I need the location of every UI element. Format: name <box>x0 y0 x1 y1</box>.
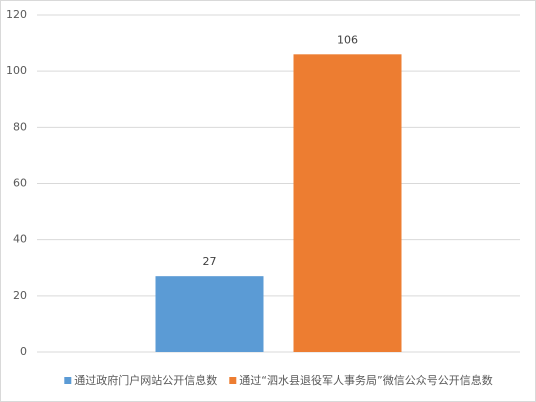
legend-label: 通过“泗水县退役军人事务局”微信公众号公开信息数 <box>239 373 492 387</box>
y-tick-label: 40 <box>13 233 27 246</box>
data-label: 106 <box>337 33 358 46</box>
y-tick-label: 80 <box>13 120 27 133</box>
legend-marker <box>229 377 237 384</box>
y-tick-label: 0 <box>20 345 27 358</box>
legend-marker <box>64 377 72 384</box>
y-tick-label: 100 <box>6 64 27 77</box>
y-tick-label: 20 <box>13 289 27 302</box>
y-tick-label: 120 <box>6 8 27 21</box>
data-label: 27 <box>203 255 217 268</box>
y-tick-label: 60 <box>13 177 27 190</box>
bar <box>293 54 402 353</box>
bar <box>155 276 264 352</box>
legend-label: 通过政府门户网站公开信息数 <box>74 373 217 387</box>
